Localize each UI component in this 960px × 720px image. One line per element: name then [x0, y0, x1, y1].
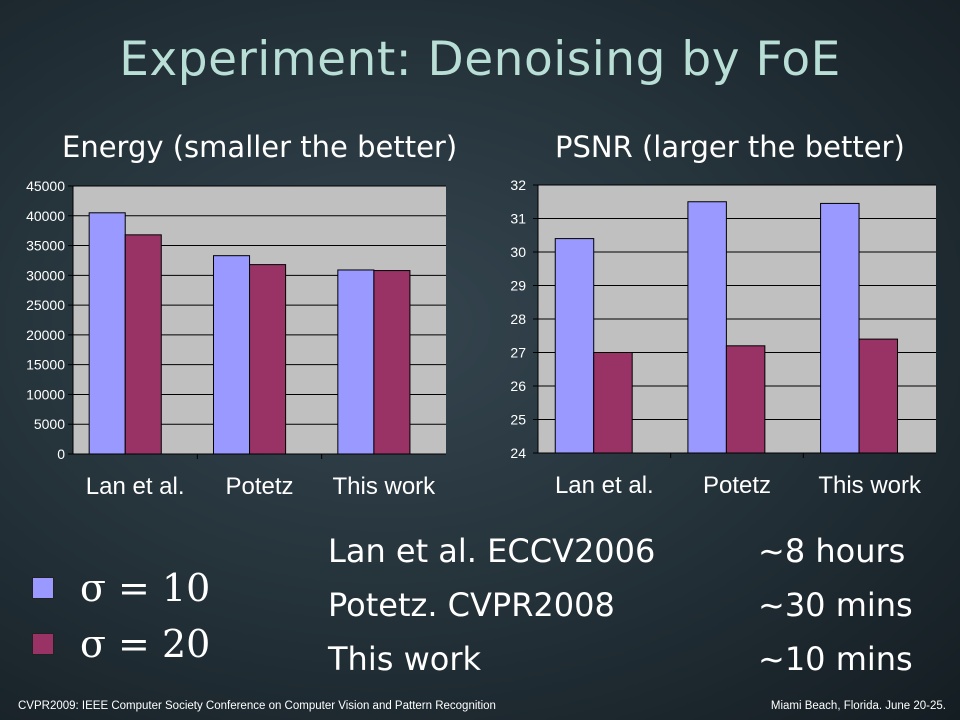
legend-label-sigma-20: σ = 20 — [80, 622, 211, 666]
y-tick-label: 15000 — [26, 357, 65, 373]
y-tick-label: 0 — [57, 446, 65, 462]
psnr-bar-chart: 24 25 26 27 28 29 30 31 32 Lan et al. Potetz This w… — [510, 177, 936, 499]
y-tick-label: 25 — [510, 412, 526, 428]
runtime-method-lan: Lan et al. ECCV2006 — [328, 532, 656, 570]
bar-sigma-20 — [249, 264, 287, 455]
legend-swatch-sigma-10 — [32, 577, 54, 599]
legend-item-sigma-10: σ = 10 — [32, 566, 210, 610]
y-tick-label: 40000 — [26, 208, 65, 224]
bar-sigma-20 — [373, 270, 411, 455]
footer-conference: CVPR2009: IEEE Computer Society Conferen… — [18, 700, 496, 712]
x-category-label: Potetz — [703, 472, 771, 499]
runtime-time-lan: ~8 hours — [758, 532, 906, 570]
bar-sigma-20 — [725, 345, 766, 454]
y-tick-label: 27 — [510, 345, 526, 361]
y-tick-label: 30 — [510, 244, 526, 260]
footer-location: Miami Beach, Florida. June 20-25. — [770, 700, 946, 712]
y-tick-label: 24 — [510, 445, 526, 461]
runtime-method-potetz: Potetz. CVPR2008 — [328, 586, 615, 624]
legend-item-sigma-20: σ = 20 — [32, 622, 210, 666]
bar-sigma-10 — [687, 201, 727, 454]
bar-sigma-20 — [858, 338, 899, 454]
x-category-label: Potetz — [225, 473, 293, 500]
bar-sigma-10 — [212, 255, 251, 455]
x-category-label: This work — [332, 473, 436, 500]
bar-sigma-10 — [88, 212, 126, 455]
y-tick-label: 26 — [510, 378, 526, 394]
bar-sigma-20 — [124, 234, 162, 455]
runtime-time-potetz: ~30 mins — [758, 586, 913, 624]
slide-title: Experiment: Denoising by FoE — [119, 32, 841, 87]
y-tick-label: 29 — [510, 278, 526, 294]
y-tick-label: 25000 — [26, 297, 65, 313]
bar-sigma-10 — [820, 202, 860, 454]
x-category-label: Lan et al. — [86, 473, 185, 500]
x-category-label: Lan et al. — [555, 472, 654, 499]
bar-sigma-10 — [554, 238, 595, 454]
bar-sigma-10 — [337, 269, 375, 455]
runtime-method-this-work: This work — [328, 640, 481, 678]
y-tick-label: 20000 — [26, 327, 65, 343]
y-tick-label: 30000 — [26, 267, 65, 283]
y-tick-label: 35000 — [26, 238, 65, 254]
runtime-time-this-work: ~10 mins — [758, 640, 913, 678]
legend-label-sigma-10: σ = 10 — [80, 566, 211, 610]
y-tick-label: 10000 — [26, 386, 65, 402]
energy-chart-title: Energy (smaller the better) — [62, 130, 458, 164]
energy-bar-chart: 0 5000 10000 15000 20000 25000 30000 35000 40000… — [26, 178, 446, 500]
y-tick-label: 32 — [510, 177, 526, 193]
legend-swatch-sigma-20 — [32, 633, 54, 655]
psnr-chart-title: PSNR (larger the better) — [555, 130, 905, 164]
bar-sigma-20 — [593, 352, 633, 454]
y-tick-label: 31 — [510, 211, 526, 227]
y-tick-label: 5000 — [34, 416, 65, 432]
y-tick-label: 45000 — [26, 178, 65, 194]
x-category-label: This work — [818, 472, 922, 499]
y-tick-label: 28 — [510, 311, 526, 327]
